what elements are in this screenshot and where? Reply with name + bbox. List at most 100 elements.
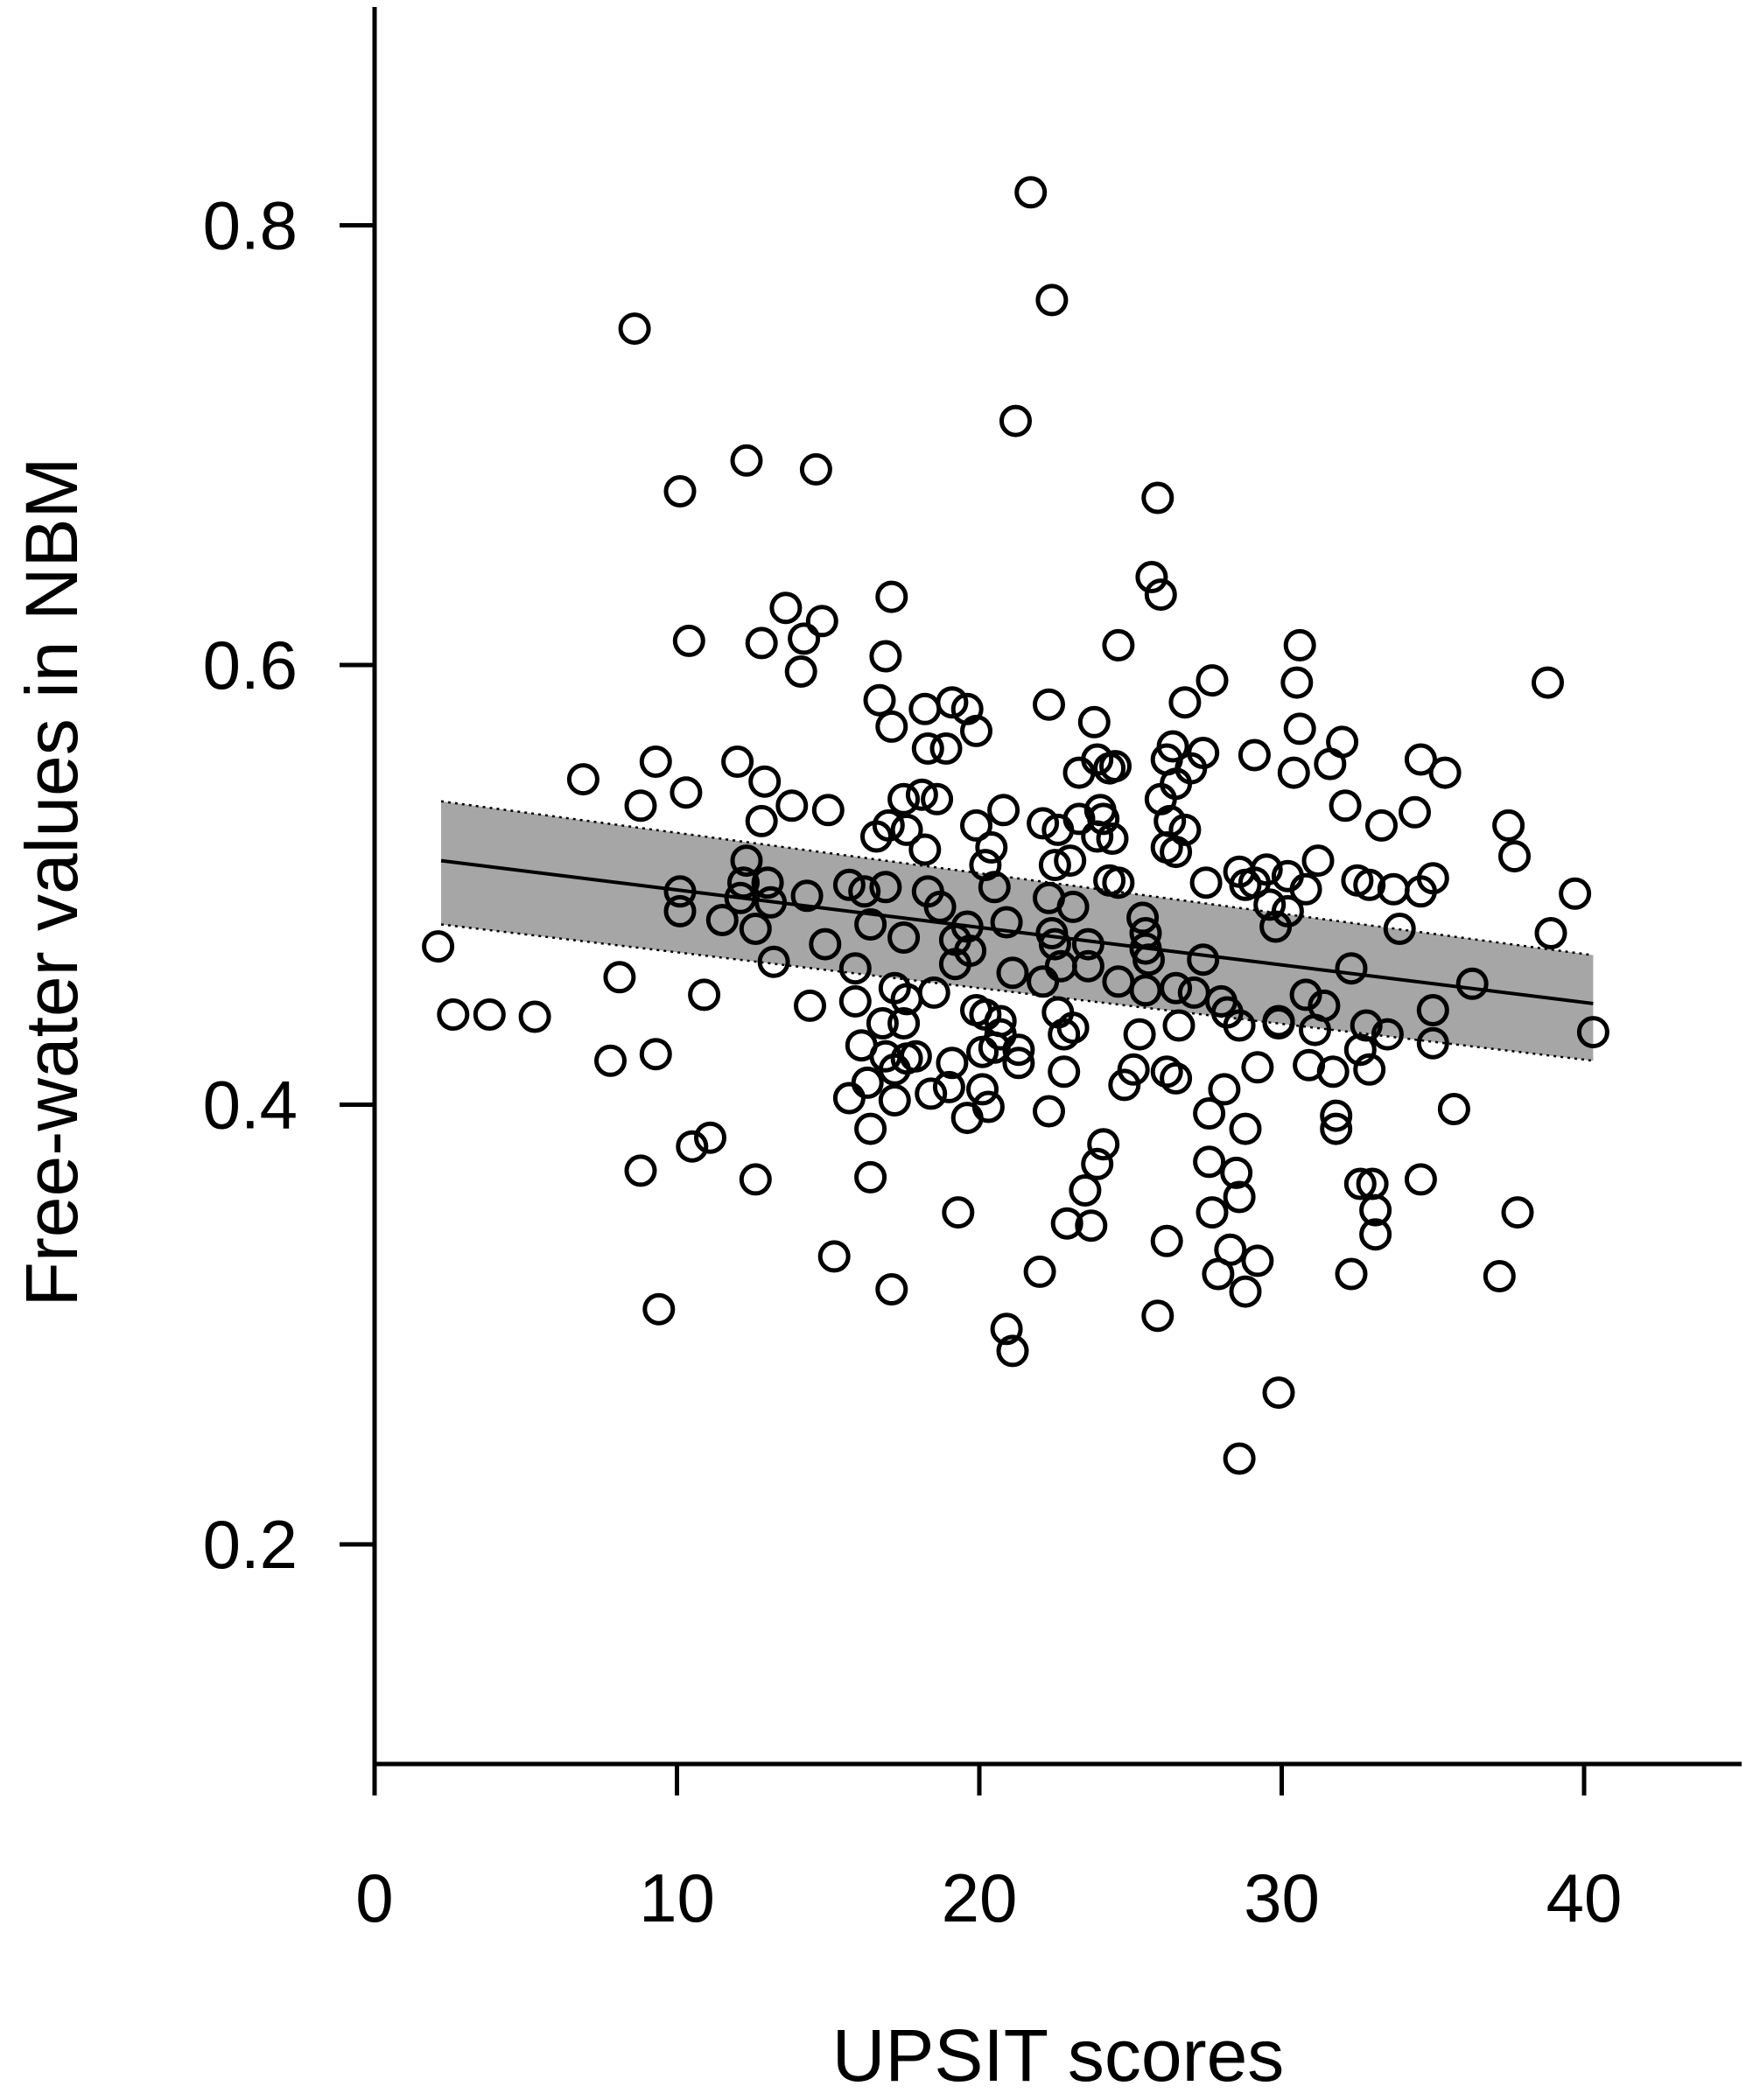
data-point [975,831,1008,864]
data-point [1359,1194,1392,1227]
data-point [1069,1174,1102,1207]
data-point [739,913,772,945]
data-point [1483,1260,1516,1292]
data-point [757,945,790,978]
data-point [971,1090,1005,1124]
data-point [954,934,987,968]
data-point [1087,1128,1120,1161]
data-point [984,1004,1017,1038]
data-point [854,1160,887,1194]
data-point [869,640,902,673]
data-point [936,1046,969,1080]
data-point [1301,844,1335,878]
data-point [1335,1257,1368,1291]
data-point [1117,1053,1150,1086]
data-point [1208,1073,1241,1106]
data-point [1238,738,1271,772]
data-point [1144,578,1177,612]
x-tick-label: 40 [1546,1859,1623,1936]
y-tick-label: 0.8 [203,187,298,264]
y-tick-label: 0.2 [203,1506,298,1583]
data-point [1262,1007,1295,1040]
data-point [624,789,657,822]
data-point [639,1038,672,1071]
data-point [1075,1209,1108,1242]
data-point [694,1121,726,1154]
data-point [1071,928,1104,961]
data-point [1416,994,1449,1026]
data-point [1241,1244,1274,1278]
data-point [1038,928,1071,961]
data-point [1320,1112,1353,1145]
data-point [854,1112,887,1145]
data-point [1102,628,1135,662]
x-tick-label: 10 [639,1859,715,1936]
x-axis-title: UPSIT scores [832,2014,1285,2096]
data-point [969,998,1002,1031]
data-point [1156,730,1189,763]
data-point [996,1334,1029,1368]
data-point [1253,888,1287,921]
data-point [1189,866,1223,900]
data-point [1326,725,1359,759]
data-point [1416,1026,1449,1060]
data-point [869,871,902,904]
data-point [670,776,703,809]
data-point [642,1292,676,1326]
data-point [1353,868,1386,901]
data-point [751,866,784,900]
data-point [1023,1255,1056,1288]
data-point [799,452,832,486]
data-point [1196,664,1229,697]
data-point [1087,802,1120,836]
data-point [875,580,908,613]
data-point [875,1273,908,1306]
data-point [1229,1112,1262,1145]
data-point [987,794,1020,827]
data-point [1187,737,1220,769]
data-point [890,813,923,846]
data-point [663,475,697,508]
data-point [1196,1196,1229,1229]
data-point [1223,1442,1256,1475]
data-point [566,763,600,796]
data-point [960,808,992,842]
data-point [1129,974,1162,1007]
data-point [875,710,908,743]
data-point [1126,901,1160,934]
data-point [1220,1156,1253,1189]
data-point [794,989,826,1022]
data-point [1150,1224,1183,1257]
data-point [1316,1055,1350,1088]
data-point [848,875,881,908]
data-point [1014,176,1048,209]
data-point [917,976,950,1009]
data-point [788,622,821,655]
data-point [437,998,470,1031]
data-point [887,921,921,954]
data-point [1498,840,1531,873]
data-point [1271,894,1304,928]
data-point [705,904,739,936]
data-point [672,624,705,657]
data-point [863,683,896,717]
data-point [1071,949,1104,983]
data-point [921,782,954,816]
data-point [990,906,1023,939]
data-point [639,746,672,778]
data-point [727,866,760,900]
data-point [1534,917,1567,949]
data-point [745,804,778,837]
data-point [1262,1376,1295,1410]
data-point [1096,822,1129,855]
data-point [730,844,763,878]
data-point [1193,1145,1226,1179]
data-point [1048,1018,1081,1051]
data-point [1077,705,1111,738]
data-point [1404,1163,1437,1196]
x-tick-label: 0 [355,1859,393,1936]
data-point [1280,666,1314,699]
data-point [1038,849,1071,882]
data-point [1223,1009,1256,1042]
data-point [929,732,963,765]
